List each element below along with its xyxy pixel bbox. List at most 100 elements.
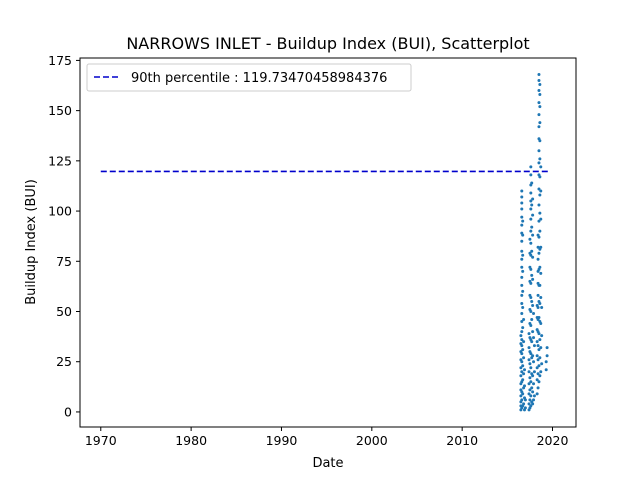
chart-title: NARROWS INLET - Buildup Index (BUI), Sca… <box>126 34 529 53</box>
data-point <box>537 101 541 105</box>
data-point <box>529 380 533 384</box>
data-point <box>521 219 525 223</box>
x-axis-ticks: 1970 1980 1990 2000 2010 2020 <box>85 427 569 448</box>
data-point <box>537 348 541 352</box>
data-point <box>539 295 543 299</box>
data-point <box>532 398 536 402</box>
data-point <box>527 392 531 396</box>
data-point <box>520 195 524 199</box>
data-point <box>537 187 541 191</box>
x-tick-label: 1970 <box>85 433 117 448</box>
data-point <box>535 340 539 344</box>
data-point <box>535 392 539 396</box>
data-point <box>537 332 541 336</box>
data-point <box>538 265 542 269</box>
data-point <box>522 340 526 344</box>
data-point <box>527 358 531 362</box>
data-point <box>531 213 535 217</box>
data-point <box>529 404 533 408</box>
legend-box <box>86 63 412 92</box>
y-axis-label: Buildup Index (BUI) <box>24 179 39 305</box>
data-point <box>537 89 541 93</box>
data-point <box>529 352 533 356</box>
data-point <box>536 344 540 348</box>
x-tick-label: 1980 <box>175 433 207 448</box>
data-point <box>520 312 524 316</box>
data-point <box>537 219 541 223</box>
data-point <box>527 332 531 336</box>
data-point <box>520 207 524 211</box>
data-point <box>520 301 524 305</box>
data-point <box>540 362 544 366</box>
data-point <box>529 394 533 398</box>
data-point <box>536 245 540 249</box>
data-point <box>538 83 542 87</box>
data-point <box>519 394 523 398</box>
data-point <box>532 344 536 348</box>
data-point <box>538 374 542 378</box>
data-point <box>531 197 535 201</box>
y-tick-label: 150 <box>48 103 72 118</box>
data-point <box>528 388 532 392</box>
data-point <box>531 390 535 394</box>
data-point <box>536 372 540 376</box>
data-point <box>530 225 534 229</box>
data-point <box>523 368 526 372</box>
data-point <box>539 245 543 249</box>
data-point <box>537 113 541 117</box>
data-point <box>522 356 526 360</box>
data-point <box>531 277 535 281</box>
x-tick-label: 2000 <box>356 433 388 448</box>
data-point <box>538 139 542 143</box>
data-point <box>529 253 533 257</box>
data-point <box>528 237 532 241</box>
y-tick-label: 0 <box>64 404 72 419</box>
data-point <box>527 346 531 350</box>
data-point <box>520 293 524 297</box>
data-point <box>521 378 525 382</box>
data-point <box>532 360 536 364</box>
data-point <box>538 193 542 197</box>
y-axis-ticks: 0 25 50 75 100 125 150 175 <box>48 53 80 419</box>
data-point <box>521 253 525 257</box>
x-tick-label: 2020 <box>537 433 569 448</box>
data-point <box>530 273 534 277</box>
data-point <box>530 181 534 185</box>
data-point <box>519 366 523 370</box>
data-point <box>520 257 524 261</box>
data-point <box>523 384 526 388</box>
x-tick-label: 1990 <box>266 433 298 448</box>
data-point <box>537 72 541 76</box>
data-point <box>537 316 541 320</box>
data-point <box>538 338 542 342</box>
data-point <box>522 372 526 376</box>
data-point <box>539 322 543 326</box>
data-point <box>532 312 536 316</box>
data-point <box>521 348 525 352</box>
data-point <box>530 249 534 253</box>
data-point <box>531 330 535 334</box>
data-point <box>520 338 524 342</box>
y-tick-label: 75 <box>56 254 72 269</box>
data-point <box>537 149 541 153</box>
data-point <box>538 229 542 233</box>
y-tick-label: 25 <box>56 354 72 369</box>
data-point <box>520 201 524 205</box>
data-point <box>527 382 531 386</box>
data-point <box>538 211 542 215</box>
data-point <box>530 318 534 322</box>
data-point <box>537 235 541 239</box>
data-point <box>519 334 523 338</box>
data-point <box>538 93 542 97</box>
data-point <box>520 360 524 364</box>
data-point <box>529 295 533 299</box>
data-points <box>519 72 549 412</box>
legend: 90th percentile : 119.73470458984376 <box>86 63 412 92</box>
data-point <box>544 360 548 364</box>
data-point <box>520 330 524 334</box>
data-point <box>529 324 533 328</box>
data-point <box>520 275 524 279</box>
data-point <box>529 199 533 203</box>
data-point <box>520 189 524 193</box>
y-tick-label: 50 <box>56 304 72 319</box>
